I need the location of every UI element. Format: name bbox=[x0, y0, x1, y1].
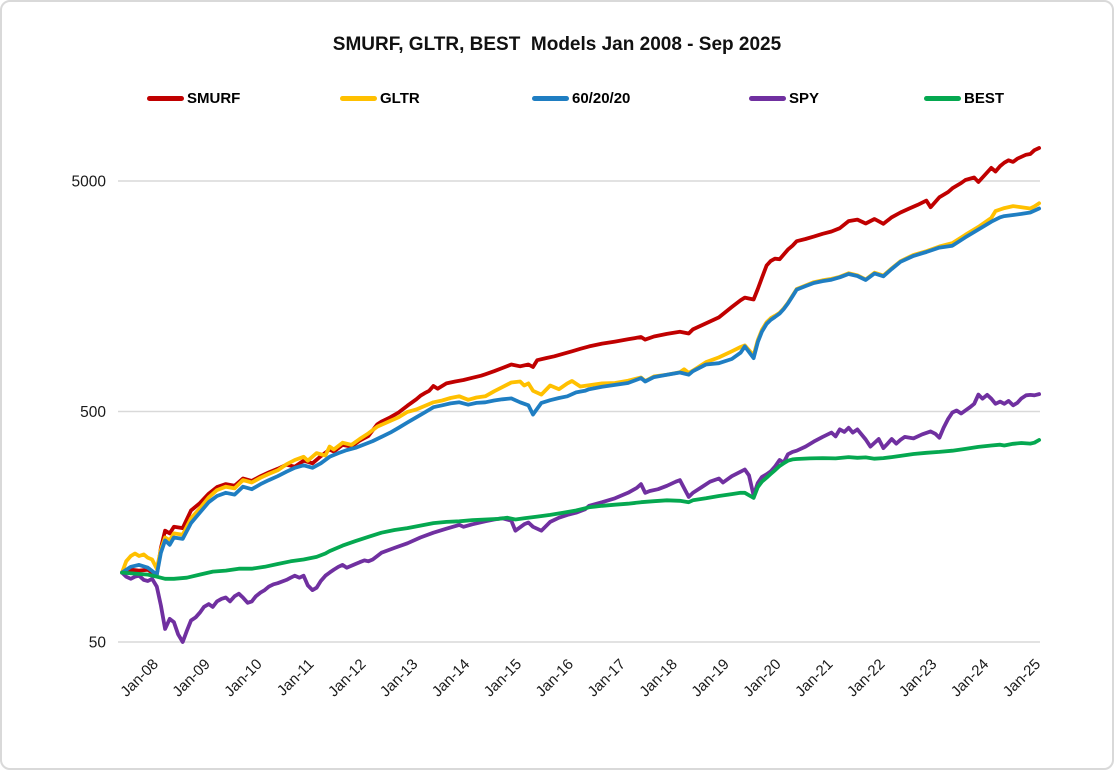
y-tick-label-5000: 5000 bbox=[72, 174, 107, 191]
legend-swatch-gltr bbox=[340, 95, 377, 101]
series-line-gltr bbox=[120, 201, 1041, 575]
x-tick-label-Jan-18: Jan-18 bbox=[636, 656, 680, 700]
legend-item-best: BEST bbox=[924, 88, 1004, 108]
x-tick-label-Jan-10: Jan-10 bbox=[221, 656, 265, 700]
x-tick-label-Jan-20: Jan-20 bbox=[740, 656, 784, 700]
x-tick-label-Jan-21: Jan-21 bbox=[792, 656, 836, 700]
legend-label-60-20-20: 60/20/20 bbox=[572, 89, 631, 107]
x-tick-label-Jan-11: Jan-11 bbox=[274, 656, 318, 700]
legend-item-60-20-20: 60/20/20 bbox=[532, 88, 630, 108]
legend-item-spy: SPY bbox=[749, 88, 819, 108]
x-tick-label-Jan-09: Jan-09 bbox=[169, 656, 213, 700]
x-tick-label-Jan-19: Jan-19 bbox=[688, 656, 732, 700]
legend-label-smurf: SMURF bbox=[187, 89, 241, 107]
x-tick-label-Jan-22: Jan-22 bbox=[844, 656, 888, 700]
legend-label-gltr: GLTR bbox=[380, 89, 420, 107]
x-tick-label-Jan-17: Jan-17 bbox=[584, 656, 628, 700]
x-tick-label-Jan-08: Jan-08 bbox=[117, 656, 161, 700]
x-tick-label-Jan-15: Jan-15 bbox=[481, 656, 525, 700]
legend-swatch-spy bbox=[749, 95, 786, 101]
legend-label-spy: SPY bbox=[789, 89, 820, 107]
x-tick-label-Jan-24: Jan-24 bbox=[948, 656, 992, 700]
x-tick-label-Jan-23: Jan-23 bbox=[896, 656, 940, 700]
x-tick-label-Jan-14: Jan-14 bbox=[429, 656, 473, 700]
series-line-60-20-20 bbox=[120, 206, 1041, 577]
y-tick-label-500: 500 bbox=[80, 404, 106, 421]
series-line-spy bbox=[120, 392, 1041, 644]
x-tick-label-Jan-12: Jan-12 bbox=[325, 656, 369, 700]
legend-swatch-60-20-20 bbox=[532, 95, 569, 101]
legend-item-gltr: GLTR bbox=[340, 88, 420, 108]
y-tick-label-50: 50 bbox=[89, 635, 107, 652]
chart-title: SMURF, GLTR, BEST Models Jan 2008 - Sep … bbox=[332, 34, 782, 55]
x-tick-label-Jan-16: Jan-16 bbox=[533, 656, 577, 700]
legend-swatch-best bbox=[924, 95, 961, 101]
chart-legend: SMURF GLTR 60/20/20 SPY BEST bbox=[2, 88, 1112, 110]
legend-swatch-smurf bbox=[147, 95, 184, 101]
x-tick-label-Jan-13: Jan-13 bbox=[377, 656, 421, 700]
legend-item-smurf: SMURF bbox=[147, 88, 240, 108]
series-line-best bbox=[120, 438, 1041, 581]
x-tick-label-Jan-25: Jan-25 bbox=[1000, 656, 1044, 700]
legend-label-best: BEST bbox=[964, 89, 1005, 107]
